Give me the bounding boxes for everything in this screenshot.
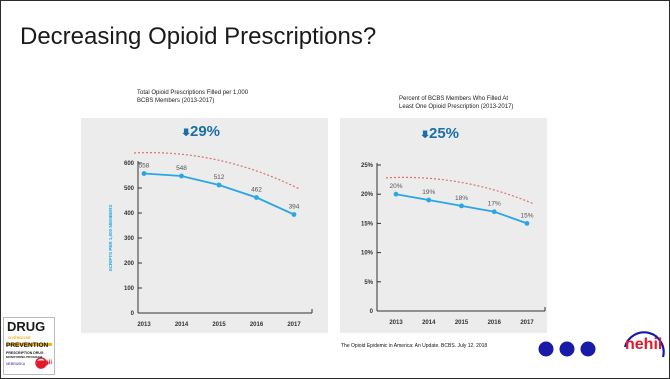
chart-2-caption-line-2: Least One Opioid Prescription (2013-2017… xyxy=(399,104,514,110)
drug-logo-overdose: OVERDOSE xyxy=(8,335,31,340)
chart-1-y-axis-title: SCRIPTS PER 1,000 MEMBERS xyxy=(108,205,113,272)
chart-2-data-point xyxy=(491,209,497,215)
chart-2-data-label: 15% xyxy=(520,212,533,219)
chart-1-caption-line-1: Total Opioid Prescriptions Filled per 1,… xyxy=(137,90,249,96)
chart-2-x-tick-label: 2014 xyxy=(422,320,436,326)
chart-1-data-label: 512 xyxy=(214,174,225,181)
chart-1-svg: 0 100 200 300 400 500 600 SCRIPTS PER 1,000 MEM… xyxy=(108,123,313,328)
chart-2-data-point xyxy=(459,203,464,209)
chart-2-data-label: 19% xyxy=(422,189,435,196)
chart-2-y-tick-label: 25% xyxy=(361,163,374,169)
chart-2-panel: 0 5% 10% 15% 20% 25% 2013 2014 2015 2016 2017 20% 19… xyxy=(340,118,547,333)
chart-2-data-label: 18% xyxy=(455,195,468,202)
chart-1-data-label: 558 xyxy=(139,163,150,170)
drug-logo-nebraska: NEBRASKA xyxy=(6,362,26,366)
chart-1-x-tick-label: 2016 xyxy=(250,322,264,328)
chart-1-y-tick-label: 300 xyxy=(124,236,135,242)
drug-logo-prevention: PREVENTION xyxy=(6,342,49,349)
drug-logo-graphic xyxy=(4,318,54,374)
chart-2-callout: 25% xyxy=(429,125,459,142)
chart-1-down-arrow-icon xyxy=(182,128,190,137)
chart-2-y-tick-label: 10% xyxy=(361,251,374,257)
chart-2-y-tick-label: 15% xyxy=(361,221,374,227)
source-citation: The Opioid Epidemic in America: An Updat… xyxy=(341,343,488,349)
chart-2-y-tick-label: 5% xyxy=(364,280,373,286)
chart-2-x-tick-label: 2015 xyxy=(455,320,469,326)
drug-logo-program: MONITORING PROGRAM xyxy=(6,355,42,359)
chart-1-x-tick-label: 2014 xyxy=(175,322,189,328)
chart-1-caption-line-2: BCBS Members (2013-2017) xyxy=(137,98,215,104)
chart-1-trend-arc xyxy=(133,152,301,190)
chart-1-y-tick-label: 100 xyxy=(124,286,135,292)
brand-dots xyxy=(538,341,596,357)
chart-2-data-point xyxy=(393,191,399,197)
nehii-logo-graphic xyxy=(623,331,665,358)
chart-1-data-point xyxy=(216,182,222,188)
chart-2-data-label: 20% xyxy=(389,183,402,190)
chart-2-y-tick-label: 20% xyxy=(361,192,374,198)
chart-1-data-point xyxy=(179,173,184,179)
chart-1-y-tick-label: 0 xyxy=(131,311,135,317)
chart-1-y-tick-label: 500 xyxy=(124,186,135,192)
chart-1-caption: Total Opioid Prescriptions Filled per 1,… xyxy=(137,89,248,105)
chart-2-data-point xyxy=(426,197,432,203)
chart-1-x-tick-label: 2017 xyxy=(287,322,301,328)
brand-dot-1 xyxy=(538,341,554,357)
drug-logo-nehii: nehii xyxy=(38,360,53,366)
drug-overdose-prevention-logo: DRUG OVERDOSE PREVENTION PRESCRIPTION DR… xyxy=(3,317,55,375)
chart-2-y-tick-label: 0 xyxy=(370,309,374,315)
chart-2-x-tick-label: 2017 xyxy=(520,320,534,326)
chart-1-y-tick-label: 600 xyxy=(124,161,135,167)
chart-1-y-tick-label: 200 xyxy=(124,261,135,267)
chart-1-data-point xyxy=(141,171,147,176)
chart-1-data-label: 548 xyxy=(176,165,187,172)
nehii-logo: nehii xyxy=(619,322,669,372)
chart-2-data-point xyxy=(524,221,530,226)
slide-title: Decreasing Opioid Prescriptions? xyxy=(20,23,377,50)
chart-2-svg: 0 5% 10% 15% 20% 25% 2013 2014 2015 2016 2017 20% 19… xyxy=(361,125,546,326)
chart-2-x-tick-label: 2016 xyxy=(488,320,502,326)
drug-logo-pdrug: PRESCRIPTION DRUG xyxy=(6,351,44,355)
chart-1-data-point xyxy=(254,195,259,200)
chart-1-y-tick-label: 400 xyxy=(124,211,135,217)
drug-logo-word: DRUG xyxy=(7,319,46,334)
brand-dot-3 xyxy=(580,341,596,357)
chart-1-panel: 0 100 200 300 400 500 600 SCRIPTS PER 1,000 MEM… xyxy=(81,118,328,333)
chart-2-caption: Percent of BCBS Members Who Filled At Le… xyxy=(399,95,513,111)
chart-1-data-point xyxy=(291,212,297,217)
chart-1-callout: 29% xyxy=(190,123,220,140)
chart-2-down-arrow-icon xyxy=(421,130,429,139)
chart-2-x-tick-label: 2013 xyxy=(389,320,403,326)
chart-2-caption-line-1: Percent of BCBS Members Who Filled At xyxy=(399,96,509,102)
chart-1-data-label: 462 xyxy=(251,187,262,194)
brand-dot-2 xyxy=(559,341,575,357)
chart-1-x-tick-label: 2015 xyxy=(212,322,226,328)
chart-2-data-label: 17% xyxy=(488,201,501,208)
chart-1-data-label: 394 xyxy=(289,204,300,211)
chart-2-trend-arc xyxy=(385,176,534,205)
nehii-logo-text: nehii xyxy=(625,336,663,353)
chart-1-x-tick-label: 2013 xyxy=(137,322,151,328)
